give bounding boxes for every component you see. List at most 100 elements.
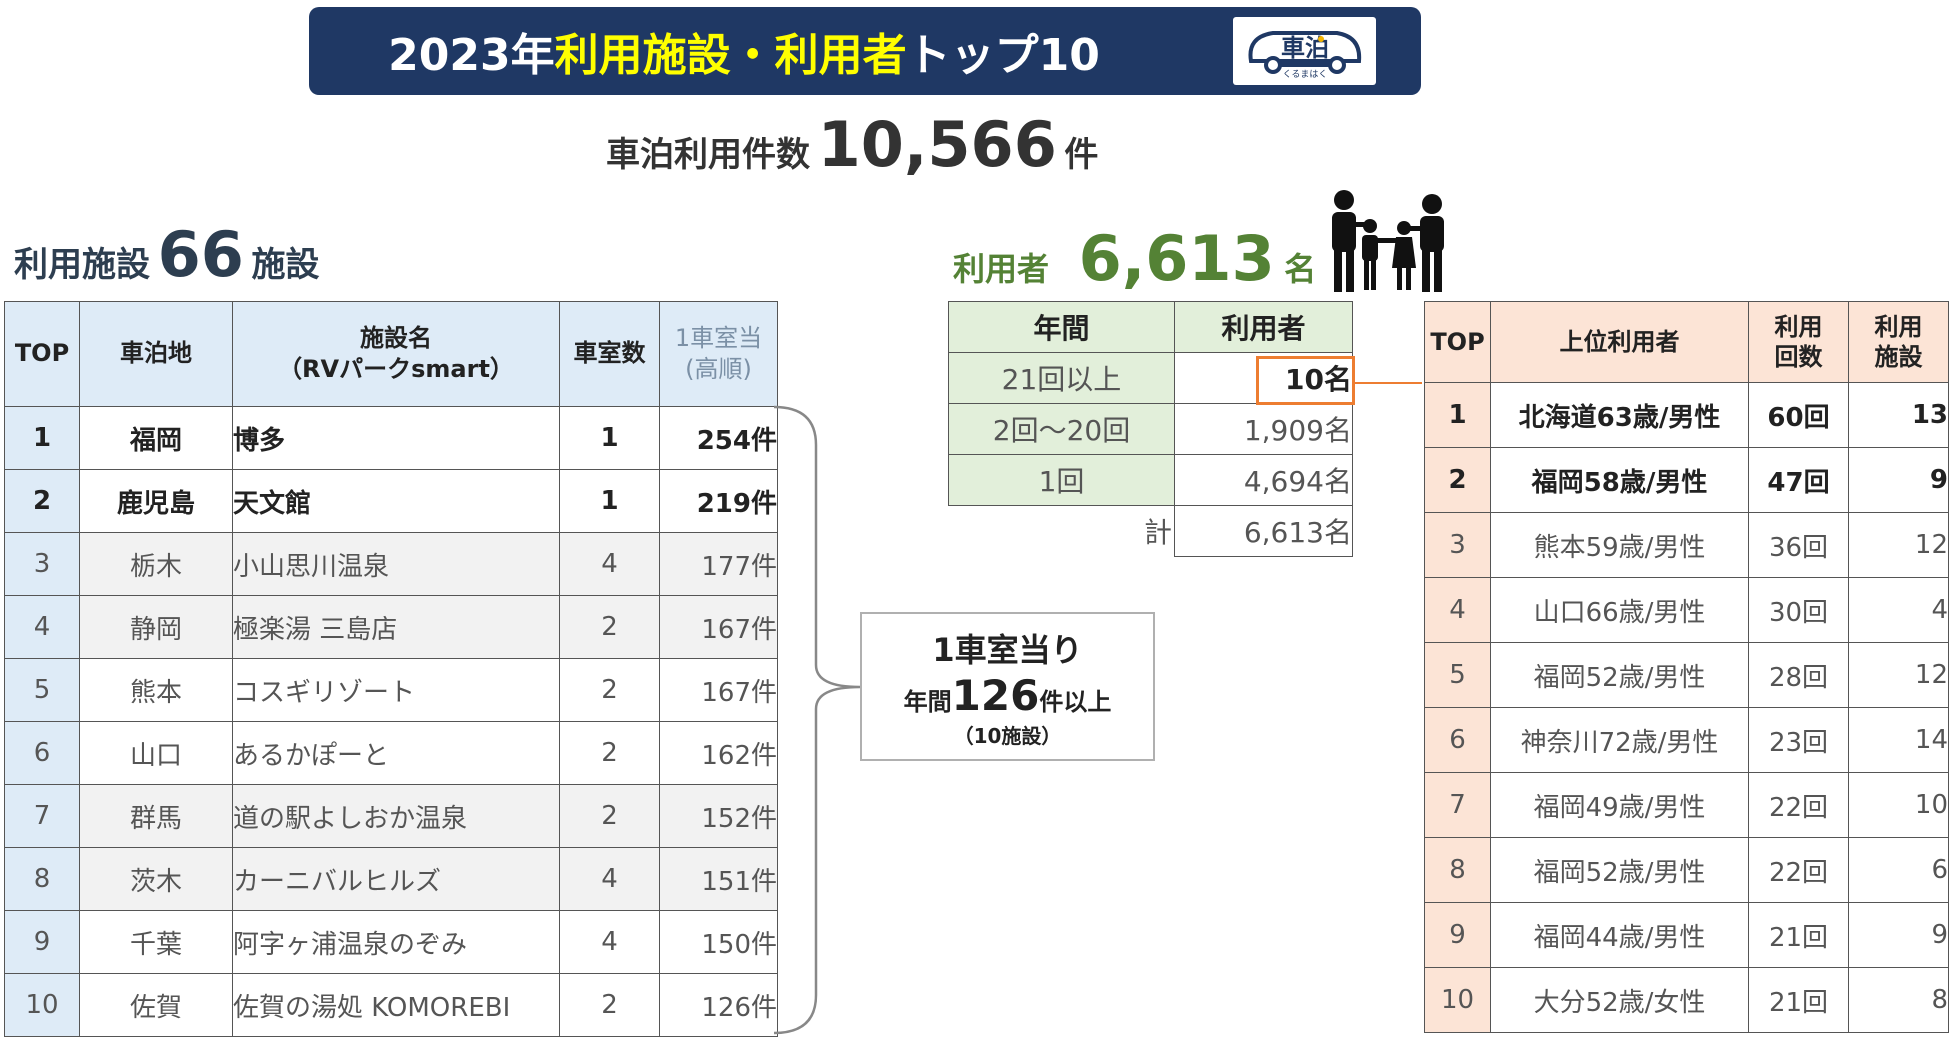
table-row: 1回 4,694名 (948, 454, 1353, 506)
table-row: 3 栃木 小山思川温泉 4 177件 (4, 532, 778, 596)
per-room-cell: 219件 (659, 469, 778, 533)
table-row: 1 福岡 博多 1 254件 (4, 406, 778, 470)
per-room-cell: 162件 (659, 721, 778, 785)
facilities-cell: 4 (1848, 577, 1949, 643)
facilities-cell: 10 (1848, 772, 1949, 838)
user-count: 利用者 6,613 名 (953, 222, 1316, 295)
facility-name-cell: 小山思川温泉 (232, 532, 560, 596)
callout-line2-prefix: 年間 (903, 687, 952, 716)
rank-cell: 8 (4, 847, 80, 911)
times-cell: 47回 (1748, 447, 1849, 513)
times-cell: 36回 (1748, 512, 1849, 578)
rank-cell: 7 (4, 784, 80, 848)
place-cell: 静岡 (79, 595, 233, 659)
rank-cell: 1 (4, 406, 80, 470)
place-cell: 栃木 (79, 532, 233, 596)
title-suffix: トップ10 (906, 30, 1100, 81)
header-banner: 2023年 利用施設・利用者 トップ10 車泊 くるまはく (309, 7, 1421, 95)
table-row: 4 山口66歳/男性 30回 4 (1424, 577, 1949, 643)
table-row: 1 北海道63歳/男性 60回 13 (1424, 382, 1949, 448)
facilities-cell: 13 (1848, 382, 1949, 448)
facility-count-label: 利用施設 (14, 245, 150, 285)
place-cell: 鹿児島 (79, 469, 233, 533)
facility-name-cell: 極楽湯 三島店 (232, 595, 560, 659)
family-icon (1324, 188, 1452, 294)
callout-line2-suffix: 件以上 (1039, 687, 1112, 716)
facility-name-cell: コスギリゾート (232, 658, 560, 722)
total-usage: 車泊利用件数 10,566 件 (606, 108, 1098, 181)
col-header-period: 年間 (948, 301, 1175, 353)
rooms-cell: 2 (559, 721, 660, 785)
per-room-cell: 150件 (659, 910, 778, 974)
place-cell: 群馬 (79, 784, 233, 848)
col-header-rooms: 車室数 (559, 301, 660, 407)
frequency-label-cell: 2回～20回 (948, 403, 1175, 455)
per-room-cell: 152件 (659, 784, 778, 848)
col-header-facility-name-line1: 施設名 (360, 323, 432, 352)
user-cell: 北海道63歳/男性 (1490, 382, 1749, 448)
frequency-label-cell: 21回以上 (948, 352, 1175, 404)
total-usage-unit: 件 (1064, 135, 1099, 175)
per-room-cell: 254件 (659, 406, 778, 470)
rank-cell: 8 (1424, 837, 1491, 903)
place-cell: 山口 (79, 721, 233, 785)
table-row: 9 福岡44歳/男性 21回 9 (1424, 902, 1949, 968)
col-header-facility-name: 施設名 （RVパークsmart） (232, 301, 560, 407)
table-row: 2回～20回 1,909名 (948, 403, 1353, 455)
times-cell: 22回 (1748, 772, 1849, 838)
rank-cell: 2 (1424, 447, 1491, 513)
col-header-place: 車泊地 (79, 301, 233, 407)
per-room-cell: 167件 (659, 595, 778, 659)
table-row: 21回以上 10名 (948, 352, 1353, 404)
facilities-cell: 12 (1848, 642, 1949, 708)
col-header-per-room: 1車室当 (高順) (659, 301, 778, 407)
total-usage-value: 10,566 (817, 108, 1057, 181)
rank-cell: 7 (1424, 772, 1491, 838)
place-cell: 茨木 (79, 847, 233, 911)
table-row: 5 熊本 コスギリゾート 2 167件 (4, 658, 778, 722)
table-row: 8 茨木 カーニバルヒルズ 4 151件 (4, 847, 778, 911)
frequency-value-cell: 10名 (1174, 352, 1353, 404)
times-cell: 60回 (1748, 382, 1849, 448)
rank-cell: 4 (1424, 577, 1491, 643)
per-room-cell: 167件 (659, 658, 778, 722)
col-header-times-line2: 回数 (1774, 343, 1823, 371)
table-row: 5 福岡52歳/男性 28回 12 (1424, 642, 1949, 708)
facility-ranking-table: TOP 車泊地 施設名 （RVパークsmart） 車室数 1車室当 (高順) 1… (4, 301, 778, 1037)
user-cell: 福岡52歳/男性 (1490, 642, 1749, 708)
user-count-label: 利用者 (953, 250, 1050, 288)
frequency-value-cell: 1,909名 (1174, 403, 1353, 455)
car-logo-icon: 車泊 くるまはく (1233, 17, 1376, 85)
page-title: 2023年 利用施設・利用者 トップ10 (309, 7, 1179, 95)
rank-cell: 10 (4, 973, 80, 1037)
table-header-row: TOP 車泊地 施設名 （RVパークsmart） 車室数 1車室当 (高順) (4, 301, 778, 407)
col-header-facility-name-line2: （RVパークsmart） (278, 355, 514, 383)
col-header-facilities-line2: 施設 (1874, 343, 1923, 371)
title-prefix: 2023年 (388, 30, 555, 81)
table-row: 10 大分52歳/女性 21回 8 (1424, 967, 1949, 1033)
per-room-cell: 151件 (659, 847, 778, 911)
facilities-cell: 6 (1848, 837, 1949, 903)
facility-name-cell: 佐賀の湯処 KOMOREBI (232, 973, 560, 1037)
col-header-per-room-line1: 1車室当 (674, 323, 763, 352)
table-row: 8 福岡52歳/男性 22回 6 (1424, 837, 1949, 903)
callout-line1: 1車室当り (932, 630, 1083, 669)
user-count-unit: 名 (1284, 250, 1317, 288)
col-header-per-room-line2: (高順) (685, 355, 752, 383)
times-cell: 30回 (1748, 577, 1849, 643)
table-row: 2 鹿児島 天文館 1 219件 (4, 469, 778, 533)
facility-name-cell: 天文館 (232, 469, 560, 533)
table-row: 4 静岡 極楽湯 三島店 2 167件 (4, 595, 778, 659)
table-row: 10 佐賀 佐賀の湯処 KOMOREBI 2 126件 (4, 973, 778, 1037)
rank-cell: 9 (1424, 902, 1491, 968)
col-header-facilities: 利用 施設 (1848, 301, 1949, 383)
logo-subtext: くるまはく (1283, 69, 1328, 80)
title-highlight: 利用施設・利用者 (554, 30, 907, 81)
rooms-cell: 2 (559, 658, 660, 722)
table-row: 9 千葉 阿字ヶ浦温泉のぞみ 4 150件 (4, 910, 778, 974)
total-usage-label: 車泊利用件数 (606, 135, 810, 175)
col-header-top: TOP (1424, 301, 1491, 383)
times-cell: 21回 (1748, 902, 1849, 968)
table-row: 7 福岡49歳/男性 22回 10 (1424, 772, 1949, 838)
times-cell: 22回 (1748, 837, 1849, 903)
